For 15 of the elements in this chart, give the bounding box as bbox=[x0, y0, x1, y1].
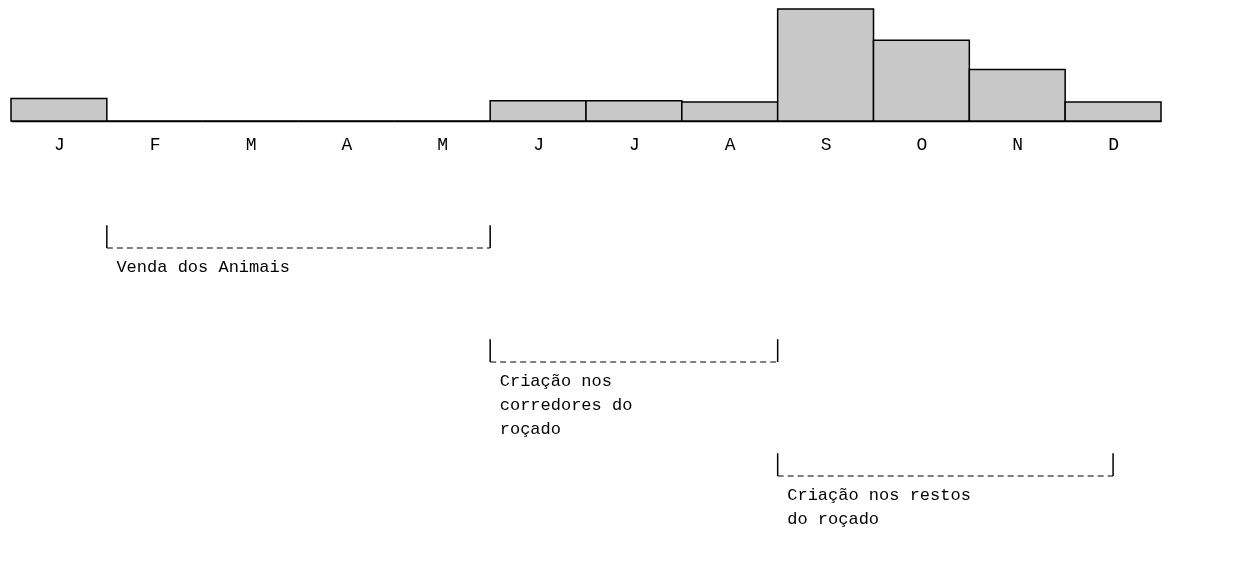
x-tick-label: N bbox=[1012, 134, 1024, 155]
x-tick-label: S bbox=[820, 134, 832, 155]
x-tick-label: J bbox=[629, 134, 640, 155]
x-tick-label: J bbox=[533, 134, 544, 155]
text: Venda dos Animais bbox=[116, 258, 290, 278]
x-tick-label: A bbox=[724, 134, 736, 155]
text: Criação nos restos do roçado bbox=[787, 486, 971, 530]
text: Criação nos corredores do roçado bbox=[499, 372, 633, 440]
x-tick-label: D bbox=[1108, 134, 1119, 155]
x-tick-label: O bbox=[916, 134, 928, 155]
x-tick-label: F bbox=[149, 134, 161, 155]
x-tick-label: M bbox=[437, 134, 449, 155]
x-tick-label: J bbox=[54, 134, 65, 155]
x-tick-label: M bbox=[245, 134, 257, 155]
x-tick-label: A bbox=[341, 134, 353, 155]
